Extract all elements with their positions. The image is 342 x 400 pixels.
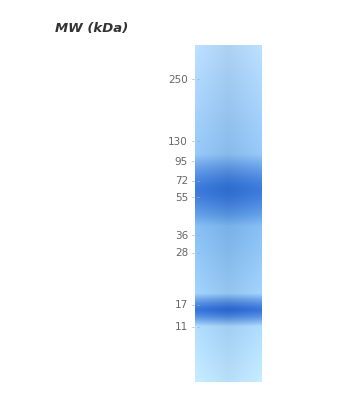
Text: - -: - - — [192, 300, 200, 310]
Text: 36: 36 — [175, 231, 188, 241]
Text: - -: - - — [192, 194, 200, 202]
Text: - -: - - — [192, 232, 200, 240]
Text: - -: - - — [192, 322, 200, 332]
Text: - -: - - — [192, 76, 200, 84]
Text: 17: 17 — [175, 300, 188, 310]
Text: 55: 55 — [175, 193, 188, 203]
Text: - -: - - — [192, 138, 200, 146]
Text: 28: 28 — [175, 248, 188, 258]
Text: 72: 72 — [175, 176, 188, 186]
Text: 130: 130 — [168, 137, 188, 147]
Text: - -: - - — [192, 248, 200, 258]
Text: 11: 11 — [175, 322, 188, 332]
Text: MW (kDa): MW (kDa) — [55, 22, 128, 35]
Text: 250: 250 — [168, 75, 188, 85]
Text: - -: - - — [192, 158, 200, 166]
Text: - -: - - — [192, 176, 200, 186]
Text: 95: 95 — [175, 157, 188, 167]
